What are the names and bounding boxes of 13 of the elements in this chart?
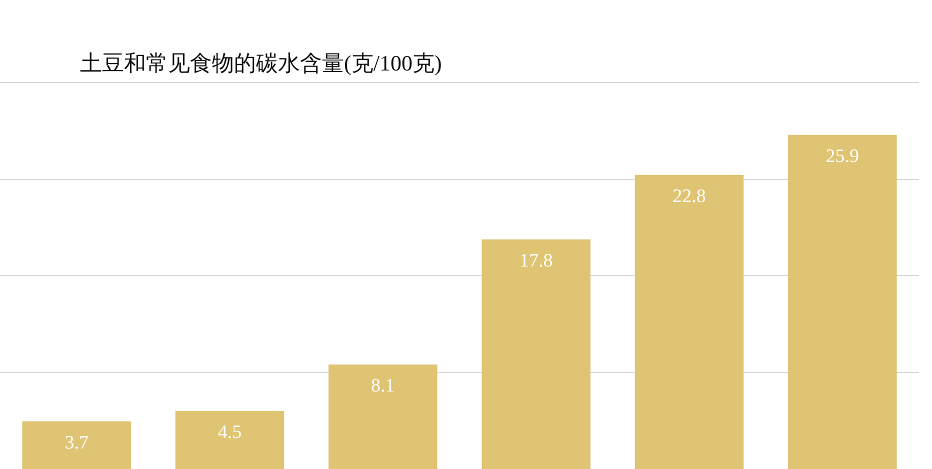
data-label: 17.8	[519, 250, 553, 272]
bar	[788, 134, 897, 469]
chart-title: 土豆和常见食物的碳水含量(克/100克)	[80, 50, 442, 76]
data-label: 8.1	[371, 376, 395, 397]
data-label: 25.9	[826, 146, 860, 167]
data-label: 3.7	[64, 432, 88, 454]
bar	[175, 410, 284, 469]
bar	[634, 174, 744, 469]
bar	[22, 421, 131, 469]
bar	[482, 239, 590, 469]
bar	[328, 364, 438, 469]
data-label: 22.8	[672, 186, 706, 207]
data-label: 4.5	[218, 422, 242, 443]
